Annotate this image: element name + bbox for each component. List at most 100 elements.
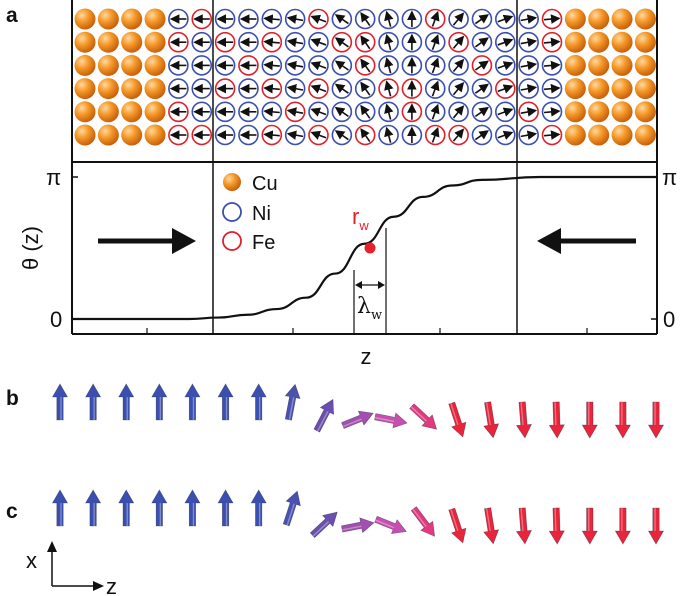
fe-atom: [494, 78, 516, 99]
fe-atom: [401, 78, 423, 99]
ni-atom: [471, 101, 493, 123]
ni-atom: [378, 8, 399, 30]
cu-atom: [74, 78, 96, 100]
ni-atom: [214, 101, 236, 123]
ni-atom: [378, 55, 399, 76]
ni-atom: [191, 55, 213, 76]
cu-atom: [611, 101, 633, 123]
cu-atom: [121, 31, 143, 53]
spin-arrow: [118, 489, 135, 527]
cu-atom: [588, 101, 610, 123]
spin-arrow: [184, 383, 201, 421]
fe-atom: [424, 8, 446, 30]
ni-atom: [308, 31, 329, 53]
ni-atom: [448, 8, 469, 30]
ni-atom: [448, 78, 469, 99]
cu-atom: [611, 8, 633, 30]
spin-arrow: [548, 507, 565, 545]
spin-arrow: [250, 383, 267, 421]
spin-arrow: [151, 489, 168, 527]
cu-atom: [144, 54, 166, 76]
cu-atom: [588, 8, 610, 30]
ni-atom: [378, 101, 399, 123]
legend-fe-label: Fe: [252, 232, 275, 254]
x-axis-label: z: [361, 344, 372, 369]
legend-cu-symbol: [223, 173, 241, 191]
cu-atom: [564, 31, 586, 53]
y-axis-label: θ (z): [18, 226, 43, 270]
cu-atom: [97, 31, 119, 53]
ni-atom: [168, 8, 189, 30]
fe-atom: [261, 31, 283, 53]
ni-atom: [331, 124, 353, 146]
ni-atom: [284, 8, 306, 30]
ni-atom: [518, 78, 539, 99]
left-lead-arrow: [98, 228, 196, 254]
cu-atom: [121, 54, 143, 76]
ni-atom: [401, 31, 423, 53]
cu-atom: [634, 31, 656, 53]
fe-atom: [354, 31, 376, 53]
spin-arrow: [118, 383, 135, 421]
spin-arrow: [51, 383, 69, 421]
ni-atom: [331, 78, 353, 99]
fe-atom: [471, 55, 493, 76]
theta-curve: [71, 175, 657, 321]
spin-arrow: [448, 507, 467, 544]
cu-atom: [634, 124, 656, 146]
axis-z-label: z: [106, 574, 117, 596]
spin-arrows-c: [51, 489, 665, 545]
cu-atom: [97, 78, 119, 100]
panel-letter-c: c: [6, 500, 18, 523]
ni-atom: [238, 101, 259, 123]
legend-ni-symbol: [222, 202, 242, 222]
cu-atom: [588, 78, 610, 100]
ni-atom: [261, 55, 283, 76]
legend-cu-label: Cu: [252, 173, 278, 195]
cu-atom: [74, 124, 96, 146]
cu-atom: [588, 54, 610, 76]
ni-atom: [518, 124, 539, 146]
ni-atom: [331, 55, 353, 76]
theta-plot: π 0 π 0 θ (z) z Cu Ni Fe: [18, 0, 677, 369]
cu-atom: [564, 8, 586, 30]
spin-arrow: [448, 401, 467, 438]
width-label: λw: [357, 294, 382, 323]
cu-atom: [144, 78, 166, 100]
fe-atom: [541, 124, 563, 146]
fe-atom: [448, 31, 469, 53]
y-tick-pi-left: π: [46, 165, 61, 190]
ni-atom: [424, 31, 446, 53]
spin-arrow: [515, 401, 532, 439]
ni-atom: [471, 124, 493, 146]
fe-atom: [308, 8, 329, 30]
ni-atom: [401, 55, 423, 76]
spin-arrow: [217, 383, 234, 421]
ni-atom: [494, 8, 516, 30]
spin-arrow: [313, 398, 334, 433]
fe-atom: [378, 78, 399, 99]
right-lead-arrow: [537, 228, 636, 254]
spin-arrow: [483, 507, 500, 545]
ni-atom: [354, 101, 376, 123]
ni-atom: [378, 124, 399, 146]
spin-arrow: [374, 515, 407, 535]
ni-atom: [494, 55, 516, 76]
ni-atom: [541, 78, 563, 99]
ni-atom: [471, 78, 493, 99]
ni-atom: [424, 101, 446, 123]
ni-atom: [238, 8, 259, 30]
spin-arrow: [581, 401, 598, 439]
axis-x-label: x: [26, 548, 37, 573]
cu-atom: [74, 54, 96, 76]
fe-atom: [331, 31, 353, 53]
spin-arrow: [217, 489, 234, 527]
cu-atom: [97, 124, 119, 146]
ni-atom: [168, 55, 189, 76]
cu-atom: [611, 31, 633, 53]
ni-atom: [378, 31, 399, 53]
spin-arrow: [341, 517, 375, 534]
spin-arrow: [85, 383, 102, 421]
domain-wall-center-label: rw: [352, 204, 369, 233]
cu-atom: [121, 78, 143, 100]
